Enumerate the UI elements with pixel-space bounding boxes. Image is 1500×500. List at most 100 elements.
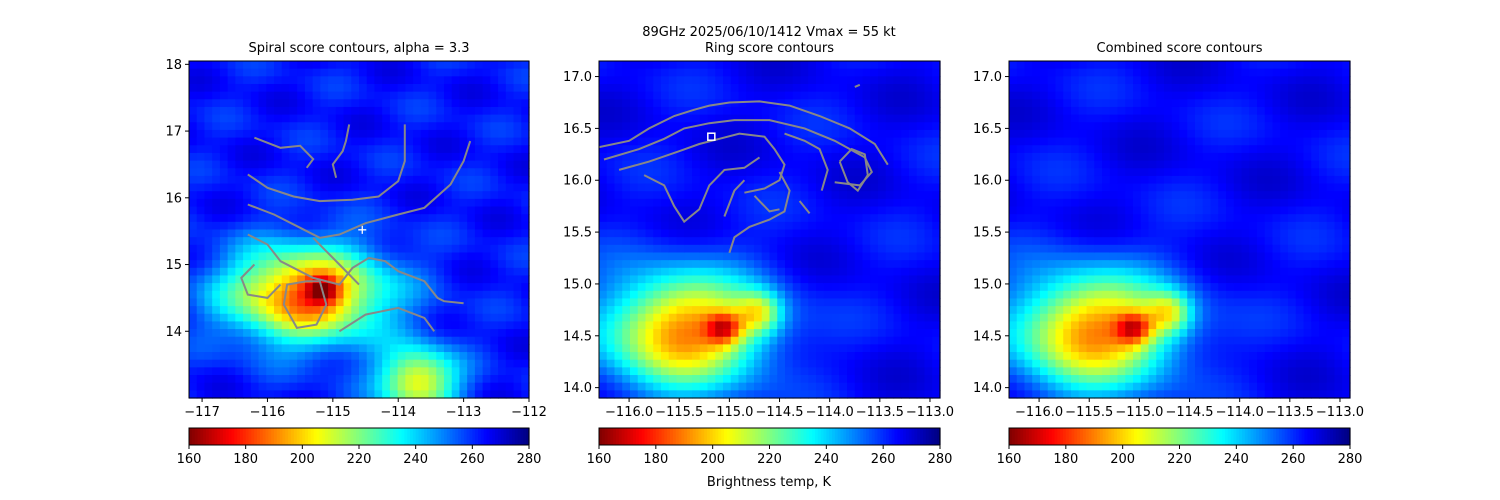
heatmap-cell: [606, 237, 616, 246]
heatmap-cell: [622, 298, 631, 307]
heatmap-cell: [800, 129, 809, 139]
heatmap-cell: [1040, 237, 1049, 246]
heatmap-cell: [312, 283, 321, 292]
heatmap-cell: [1117, 83, 1126, 93]
contour-line: [784, 132, 829, 191]
heatmap-cell: [1086, 290, 1095, 300]
heatmap-cell: [839, 260, 848, 269]
heatmap-cell: [893, 91, 902, 100]
heatmap-cell: [413, 99, 422, 108]
heatmap-cell: [444, 129, 453, 139]
heatmap-cell: [459, 329, 468, 338]
heatmap-cell: [359, 99, 368, 108]
heatmap-cell: [606, 68, 616, 77]
heatmap-cell: [405, 68, 414, 77]
heatmap-cell: [405, 237, 414, 246]
heatmap-cell: [459, 221, 468, 231]
heatmap-cell: [785, 206, 794, 215]
heatmap-cell: [653, 206, 662, 215]
heatmap-cell: [436, 313, 445, 323]
heatmap-cell: [854, 214, 864, 223]
heatmap-cell: [599, 336, 608, 345]
heatmap-cell: [606, 367, 616, 376]
heatmap-cell: [785, 252, 794, 261]
heatmap-cell: [831, 114, 840, 123]
heatmap-cell: [1047, 283, 1057, 292]
heatmap-cell: [413, 260, 422, 269]
heatmap-cell: [389, 68, 399, 77]
heatmap-cell: [885, 329, 895, 338]
heatmap-cell: [692, 114, 701, 123]
heatmap-cell: [459, 168, 468, 177]
heatmap-cell: [723, 313, 732, 323]
heatmap-cell: [212, 129, 221, 139]
heatmap-cell: [823, 206, 833, 215]
heatmap-cell: [1140, 122, 1150, 131]
heatmap-cell: [366, 91, 376, 100]
heatmap-cell: [1071, 122, 1080, 131]
heatmap-cell: [196, 114, 206, 123]
heatmap-cell: [1102, 313, 1111, 323]
heatmap-cell: [258, 183, 267, 192]
heatmap-cell: [932, 175, 941, 185]
heatmap-cell: [746, 260, 755, 269]
heatmap-cell: [614, 175, 623, 185]
heatmap-cell: [614, 344, 623, 353]
heatmap-cell: [235, 76, 244, 85]
heatmap-cell: [1047, 61, 1057, 70]
heatmap-cell: [630, 114, 639, 123]
heatmap-cell: [1040, 152, 1049, 162]
heatmap-cell: [761, 267, 771, 277]
heatmap-cell: [304, 152, 314, 162]
heatmap-cell: [1086, 313, 1095, 323]
heatmap-cell: [730, 367, 740, 376]
heatmap-cell: [630, 175, 639, 185]
heatmap-cell: [738, 382, 747, 391]
heatmap-cell: [243, 68, 252, 77]
heatmap-cell: [335, 145, 345, 154]
heatmap-cell: [893, 99, 902, 108]
heatmap-cell: [614, 152, 623, 162]
heatmap-cell: [243, 313, 252, 323]
heatmap-cell: [653, 329, 662, 338]
heatmap-cell: [893, 168, 902, 177]
heatmap-cell: [1102, 68, 1111, 77]
heatmap-cell: [1032, 106, 1041, 116]
colorbar-segment: [635, 428, 640, 445]
heatmap-cell: [614, 290, 623, 300]
heatmap-cell: [219, 160, 229, 169]
heatmap-cell: [1063, 290, 1072, 300]
heatmap-cell: [676, 244, 685, 254]
heatmap-cell: [1133, 206, 1142, 215]
heatmap-cell: [599, 106, 608, 116]
heatmap-cell: [274, 267, 283, 277]
heatmap-cell: [467, 61, 476, 70]
heatmap-cell: [351, 313, 360, 323]
heatmap-cell: [707, 267, 716, 277]
heatmap-cell: [699, 145, 709, 154]
heatmap-cell: [498, 61, 507, 70]
heatmap-cell: [924, 106, 933, 116]
heatmap-cell: [831, 375, 840, 384]
heatmap-cell: [761, 306, 771, 315]
heatmap-cell: [878, 375, 887, 384]
heatmap-cell: [684, 390, 693, 399]
heatmap-cell: [1086, 76, 1095, 85]
heatmap-cell: [459, 321, 468, 330]
heatmap-cell: [204, 237, 213, 246]
colorbar-segment: [412, 428, 417, 445]
heatmap-cell: [730, 290, 740, 300]
heatmap-cell: [444, 344, 453, 353]
heatmap-cell: [599, 367, 608, 376]
heatmap-cell: [792, 313, 802, 323]
heatmap-cell: [351, 382, 360, 391]
heatmap-cell: [1094, 91, 1103, 100]
heatmap-cell: [289, 152, 298, 162]
heatmap-cell: [808, 390, 817, 399]
heatmap-cell: [777, 306, 786, 315]
heatmap-cell: [614, 329, 623, 338]
heatmap-cell: [1102, 99, 1111, 108]
heatmap-cell: [754, 83, 763, 93]
heatmap-cell: [521, 198, 530, 208]
heatmap-cell: [614, 221, 623, 231]
